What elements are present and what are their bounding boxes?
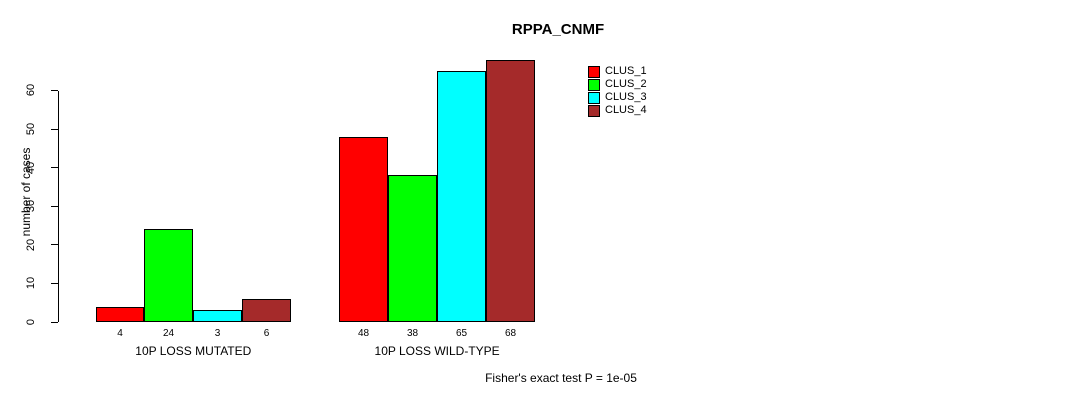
legend-item-clus_1: CLUS_1 bbox=[588, 65, 647, 78]
legend-item-clus_3: CLUS_3 bbox=[588, 91, 647, 104]
x-category-label: 10P LOSS MUTATED bbox=[135, 344, 252, 358]
y-tick-mark bbox=[51, 89, 58, 91]
y-tick-label: 0 bbox=[25, 318, 37, 326]
bar-clus_4-1 bbox=[242, 299, 291, 322]
y-tick-label: 40 bbox=[25, 161, 37, 174]
bar-value-label: 48 bbox=[357, 328, 370, 339]
legend-label: CLUS_1 bbox=[605, 65, 647, 77]
legend-label: CLUS_3 bbox=[605, 91, 647, 103]
y-tick-mark bbox=[51, 282, 58, 284]
legend-label: CLUS_2 bbox=[605, 78, 647, 90]
bar-clus_1-1 bbox=[96, 307, 144, 322]
bar-clus_3-2 bbox=[437, 71, 486, 322]
bar-value-label: 65 bbox=[455, 328, 468, 339]
bar-value-label: 38 bbox=[406, 328, 419, 339]
bar-clus_3-1 bbox=[193, 310, 242, 322]
y-axis-line bbox=[58, 91, 59, 322]
chart-title: RPPA_CNMF bbox=[511, 21, 605, 38]
y-tick-label: 10 bbox=[25, 277, 37, 290]
y-tick-label: 60 bbox=[25, 84, 37, 97]
legend-label: CLUS_4 bbox=[605, 104, 647, 116]
legend-item-clus_2: CLUS_2 bbox=[588, 78, 647, 91]
legend-swatch-icon bbox=[588, 91, 600, 104]
y-tick-mark bbox=[51, 321, 58, 323]
bar-clus_2-2 bbox=[388, 175, 437, 322]
bar-value-label: 24 bbox=[162, 328, 175, 339]
x-category-label: 10P LOSS WILD-TYPE bbox=[374, 344, 500, 358]
legend: CLUS_1 CLUS_2 CLUS_3 CLUS_4 bbox=[588, 65, 647, 117]
legend-item-clus_4: CLUS_4 bbox=[588, 104, 647, 117]
bar-value-label: 68 bbox=[504, 328, 517, 339]
y-tick-mark bbox=[51, 167, 58, 169]
legend-swatch-icon bbox=[588, 78, 600, 91]
bar-value-label: 6 bbox=[263, 328, 270, 339]
bar-value-label: 4 bbox=[117, 328, 123, 339]
legend-swatch-icon bbox=[588, 104, 600, 117]
annotation-fisher-test: Fisher's exact test P = 1e-05 bbox=[485, 371, 637, 385]
bar-clus_2-1 bbox=[144, 229, 193, 322]
bar-clus_4-2 bbox=[486, 60, 535, 322]
y-tick-mark bbox=[51, 244, 58, 246]
legend-swatch-icon bbox=[588, 65, 600, 78]
y-tick-label: 30 bbox=[25, 200, 37, 213]
y-tick-label: 50 bbox=[25, 122, 37, 136]
y-tick-mark bbox=[51, 128, 58, 130]
y-tick-label: 20 bbox=[25, 238, 37, 251]
bar-clus_1-2 bbox=[339, 137, 388, 322]
y-tick-mark bbox=[51, 205, 58, 207]
bar-value-label: 3 bbox=[214, 328, 221, 339]
